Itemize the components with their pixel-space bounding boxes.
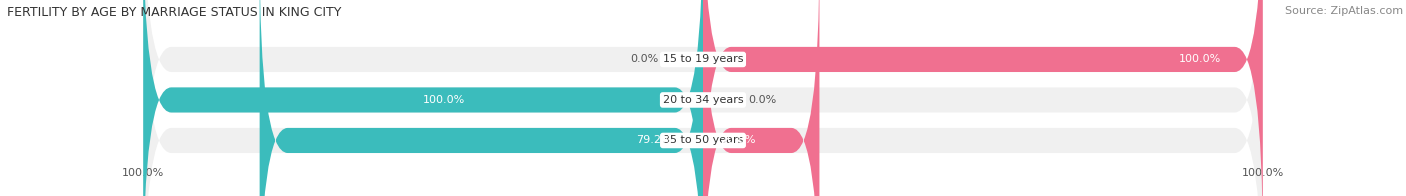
FancyBboxPatch shape (703, 0, 1263, 196)
Text: 100.0%: 100.0% (1178, 54, 1220, 64)
FancyBboxPatch shape (143, 0, 703, 196)
FancyBboxPatch shape (143, 0, 1263, 196)
Text: 20 to 34 years: 20 to 34 years (662, 95, 744, 105)
FancyBboxPatch shape (143, 0, 1263, 196)
FancyBboxPatch shape (143, 0, 1263, 196)
Text: 15 to 19 years: 15 to 19 years (662, 54, 744, 64)
Text: 35 to 50 years: 35 to 50 years (662, 135, 744, 145)
FancyBboxPatch shape (260, 0, 703, 196)
Text: 79.2%: 79.2% (637, 135, 672, 145)
Legend: Married, Unmarried: Married, Unmarried (627, 193, 779, 196)
Text: FERTILITY BY AGE BY MARRIAGE STATUS IN KING CITY: FERTILITY BY AGE BY MARRIAGE STATUS IN K… (7, 6, 342, 19)
FancyBboxPatch shape (703, 0, 820, 196)
Text: 20.8%: 20.8% (720, 135, 756, 145)
Text: Source: ZipAtlas.com: Source: ZipAtlas.com (1285, 6, 1403, 16)
Text: 100.0%: 100.0% (423, 95, 465, 105)
Text: 0.0%: 0.0% (630, 54, 658, 64)
Text: 0.0%: 0.0% (748, 95, 776, 105)
